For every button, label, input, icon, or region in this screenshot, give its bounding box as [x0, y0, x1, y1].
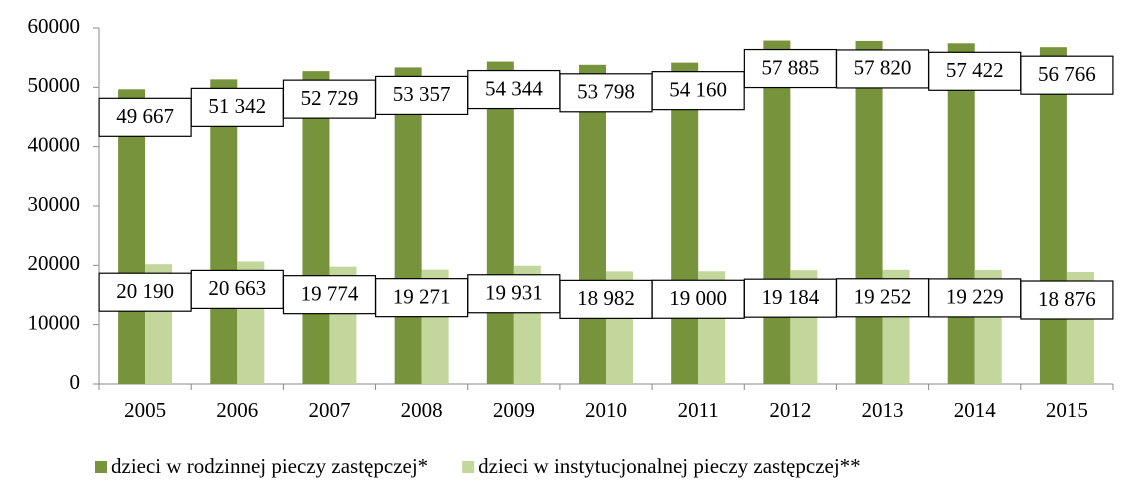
- value-label: 19 931: [485, 281, 543, 305]
- x-tick-label: 2013: [862, 398, 904, 422]
- bar: [1039, 47, 1067, 384]
- bar: [763, 40, 791, 384]
- x-tick-label: 2015: [1046, 398, 1088, 422]
- value-label: 20 190: [116, 279, 174, 303]
- bar: [671, 62, 699, 384]
- value-label-box: [743, 278, 837, 318]
- x-tick-label: 2006: [216, 398, 258, 422]
- value-label: 19 271: [393, 284, 451, 308]
- value-label-box: [651, 279, 745, 319]
- value-label-box: [928, 278, 1022, 318]
- y-tick-label: 40000: [28, 132, 81, 156]
- value-label-box: [743, 48, 837, 89]
- x-tick-label: 2014: [954, 398, 997, 422]
- value-label: 53 798: [577, 80, 635, 104]
- value-label-box: [835, 49, 930, 89]
- value-label: 54 160: [669, 77, 727, 101]
- y-tick-label: 50000: [28, 73, 81, 97]
- value-label: 19 229: [946, 285, 1004, 309]
- value-label: 57 820: [854, 56, 912, 80]
- value-label-box: [282, 275, 377, 315]
- y-tick-label: 20000: [28, 251, 81, 275]
- value-label: 52 729: [301, 86, 359, 110]
- value-label-box: [559, 279, 653, 319]
- value-label-box: [98, 272, 192, 312]
- value-label: 19 774: [301, 281, 359, 305]
- value-label: 57 885: [761, 55, 819, 79]
- x-tick-label: 2005: [124, 398, 166, 422]
- value-label-box: [651, 71, 745, 111]
- value-label-box: [559, 73, 653, 113]
- legend-label: dzieci w rodzinnej pieczy zastępczej*: [111, 454, 428, 478]
- y-tick-label: 0: [70, 370, 81, 394]
- value-label-box: [1020, 55, 1114, 95]
- bar: [302, 71, 330, 384]
- value-label: 19 000: [669, 286, 727, 310]
- legend-swatch: [462, 461, 475, 473]
- value-label: 51 342: [208, 94, 266, 118]
- value-label-box: [467, 69, 561, 110]
- value-label-box: [928, 51, 1022, 91]
- value-label: 57 422: [946, 58, 1004, 82]
- value-label: 18 982: [577, 286, 635, 310]
- legend-swatch: [95, 461, 107, 473]
- y-tick-label: 60000: [28, 14, 81, 38]
- value-label: 49 667: [116, 104, 174, 128]
- legend-label: dzieci w instytucjonalnej pieczy zastępc…: [478, 454, 861, 478]
- x-tick-label: 2012: [769, 398, 811, 422]
- bar: [210, 79, 238, 385]
- value-label-box: [375, 278, 469, 318]
- value-label-box: [190, 269, 284, 309]
- bar: [855, 40, 883, 385]
- value-label: 56 766: [1038, 62, 1096, 86]
- bar: [118, 89, 146, 384]
- x-tick-label: 2009: [493, 398, 535, 422]
- value-label: 18 876: [1038, 287, 1096, 311]
- bar: [579, 64, 606, 385]
- value-label: 54 344: [485, 76, 543, 100]
- bar: [486, 61, 514, 385]
- value-label-box: [282, 79, 377, 119]
- x-tick-label: 2008: [401, 398, 443, 422]
- x-tick-label: 2010: [585, 398, 627, 422]
- bar: [394, 67, 422, 384]
- value-label-box: [1020, 280, 1114, 320]
- value-label: 53 357: [393, 82, 451, 106]
- value-label: 19 184: [761, 285, 819, 309]
- y-tick-label: 30000: [28, 192, 81, 216]
- bar: [947, 43, 975, 384]
- value-label-box: [98, 97, 192, 137]
- y-tick-label: 10000: [28, 310, 81, 334]
- value-label: 19 252: [854, 285, 912, 309]
- x-tick-label: 2007: [308, 398, 350, 422]
- value-label-box: [835, 278, 930, 318]
- x-tick-label: 2011: [678, 398, 719, 422]
- value-label-box: [190, 87, 284, 127]
- value-label: 20 663: [208, 276, 266, 300]
